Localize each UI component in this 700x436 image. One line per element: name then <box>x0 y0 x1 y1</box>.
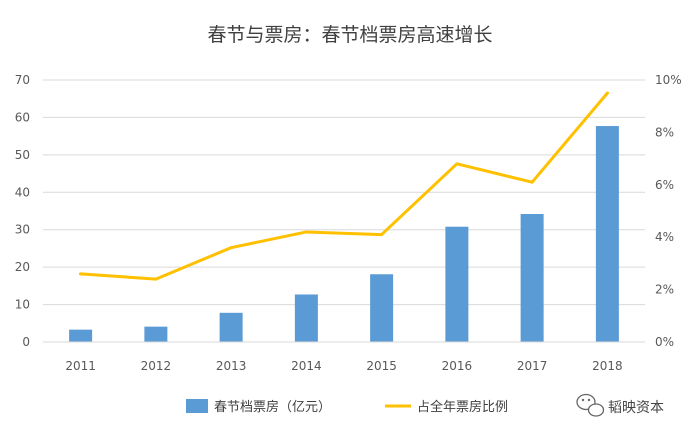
x-tick-label: 2017 <box>517 359 548 373</box>
legend-bar-label: 春节档票房（亿元） <box>214 399 331 415</box>
bar <box>445 226 469 342</box>
line-point <box>455 162 459 166</box>
x-tick-label: 2014 <box>291 359 322 373</box>
line-point <box>154 277 158 281</box>
line-point <box>304 230 308 234</box>
legend-line-label: 占全年票房比例 <box>417 399 508 415</box>
bar <box>219 312 243 342</box>
right-tick-label: 2% <box>655 283 674 297</box>
bar <box>69 329 93 342</box>
legend-bar-swatch <box>186 399 208 413</box>
bar <box>294 294 318 342</box>
x-tick-label: 2011 <box>65 359 96 373</box>
bar <box>595 126 619 342</box>
right-tick-label: 6% <box>655 178 674 192</box>
line-point <box>530 180 534 184</box>
right-tick-label: 4% <box>655 230 674 244</box>
right-y-axis: 0% 2% 4% 6% 8% 10% <box>655 73 682 349</box>
watermark: 韬映资本 <box>576 393 664 417</box>
line-series <box>79 91 609 281</box>
x-tick-label: 2018 <box>592 359 623 373</box>
left-tick-label: 70 <box>15 73 30 87</box>
bar <box>520 213 544 342</box>
left-tick-label: 10 <box>15 298 30 312</box>
line-point <box>229 246 233 250</box>
right-tick-label: 10% <box>655 73 682 87</box>
x-tick-label: 2012 <box>141 359 172 373</box>
wechat-icon <box>576 393 605 417</box>
right-tick-label: 0% <box>655 335 674 349</box>
bar <box>144 326 168 342</box>
x-tick-label: 2016 <box>442 359 473 373</box>
left-tick-label: 20 <box>15 260 30 274</box>
left-tick-label: 60 <box>15 110 30 124</box>
bar-series <box>69 126 619 342</box>
left-tick-label: 30 <box>15 223 30 237</box>
gridlines <box>43 79 645 306</box>
line-path <box>79 91 609 281</box>
left-tick-label: 0 <box>22 335 30 349</box>
chart-title: 春节与票房：春节档票房高速增长 <box>207 24 492 46</box>
x-tick-label: 2015 <box>366 359 397 373</box>
x-axis: 2011 2012 2013 2014 2015 2016 2017 2018 <box>43 341 645 373</box>
left-y-axis: 0 10 20 30 40 50 60 70 <box>15 73 30 349</box>
legend: 春节档票房（亿元） 占全年票房比例 <box>186 399 508 415</box>
bar <box>370 274 394 342</box>
x-tick-label: 2013 <box>216 359 247 373</box>
right-tick-label: 8% <box>655 125 674 139</box>
left-tick-label: 40 <box>15 185 30 199</box>
watermark-text: 韬映资本 <box>608 400 664 416</box>
line-point <box>79 272 83 276</box>
line-point <box>380 233 384 237</box>
left-tick-label: 50 <box>15 148 30 162</box>
line-point <box>605 91 609 95</box>
